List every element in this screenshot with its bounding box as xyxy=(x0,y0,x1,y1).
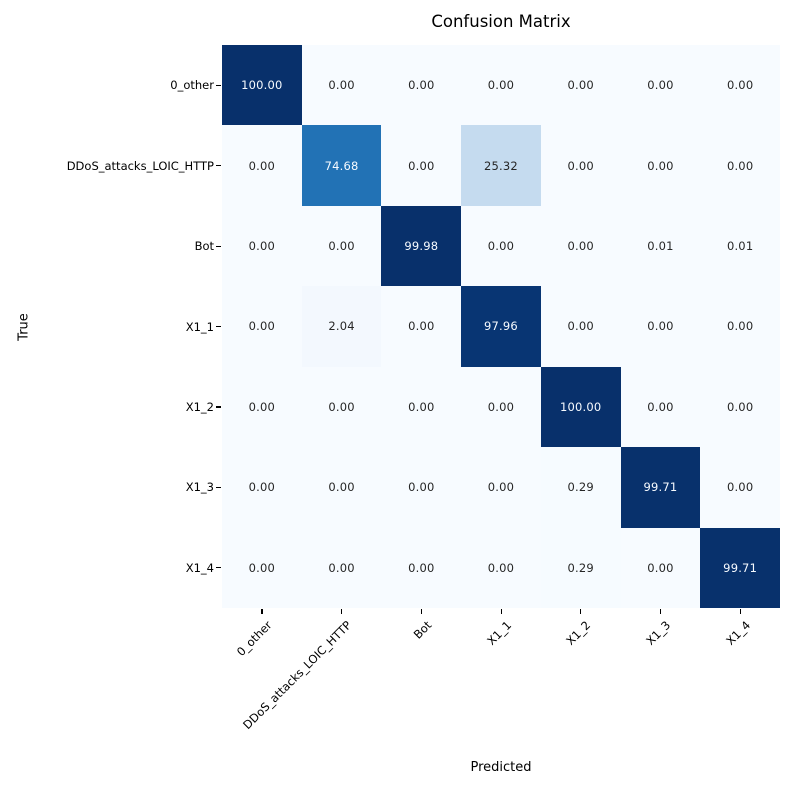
heatmap-cell: 0.00 xyxy=(540,125,621,206)
heatmap-cell: 0.00 xyxy=(461,447,541,528)
heatmap-cell: 0.00 xyxy=(620,527,701,608)
y-tick-label: X1_4 xyxy=(185,560,214,575)
x-tick-label: X1_2 xyxy=(563,618,594,648)
heatmap-cell: 0.00 xyxy=(222,447,302,528)
heatmap-cell: 0.00 xyxy=(301,205,382,287)
x-tick-label: 0_other xyxy=(233,618,275,659)
x-tick-label: X1_1 xyxy=(484,618,514,648)
x-tick-mark xyxy=(341,609,343,614)
heatmap-cell: 0.00 xyxy=(381,45,462,126)
heatmap-cell: 0.00 xyxy=(301,366,382,448)
heatmap-cell: 0.00 xyxy=(461,366,541,448)
heatmap-cell: 0.00 xyxy=(222,366,302,448)
heatmap-cell: 99.71 xyxy=(700,527,780,608)
heatmap-cell: 0.29 xyxy=(540,527,621,608)
heatmap-cell: 0.00 xyxy=(301,447,382,528)
heatmap-cell: 0.00 xyxy=(381,286,462,367)
heatmap-cell: 0.00 xyxy=(461,45,541,126)
y-tick-label: X1_2 xyxy=(185,399,214,414)
x-tick-label: X1_3 xyxy=(643,618,674,648)
heatmap-cell: 0.00 xyxy=(540,286,621,367)
x-tick-label: Bot xyxy=(410,618,435,642)
heatmap-cell: 0.00 xyxy=(700,286,780,367)
heatmap-cell: 0.00 xyxy=(381,125,462,206)
y-tick-label: DDoS_attacks_LOIC_HTTP xyxy=(66,158,214,173)
y-tick-label: X1_1 xyxy=(185,319,214,334)
heatmap-cell: 0.00 xyxy=(620,45,701,126)
heatmap-cell: 0.00 xyxy=(381,366,462,448)
heatmap-cell: 25.32 xyxy=(461,125,541,206)
y-tick-mark xyxy=(216,486,221,489)
y-tick-label: 0_other xyxy=(170,78,214,93)
heatmap-grid: 100.00 0.00 0.00 0.00 0.00 0.00 0.00 0.00 74.68 0… xyxy=(222,45,780,608)
heatmap-cell: 0.00 xyxy=(700,125,780,206)
heatmap-cell: 0.00 xyxy=(222,205,302,287)
heatmap-cell: 0.00 xyxy=(620,286,701,367)
heatmap-cell: 0.00 xyxy=(301,45,382,126)
heatmap-cell: 2.04 xyxy=(301,286,382,367)
x-tick-mark xyxy=(739,609,741,614)
heatmap-cell: 99.98 xyxy=(381,205,462,287)
y-tick-mark xyxy=(216,245,221,247)
x-tick-mark xyxy=(659,609,662,614)
y-tick-mark xyxy=(216,406,221,408)
heatmap-cell: 0.00 xyxy=(700,447,780,528)
y-tick-label: Bot xyxy=(194,239,214,254)
heatmap-cell: 100.00 xyxy=(222,45,302,126)
heatmap-cell: 0.01 xyxy=(700,205,780,287)
heatmap-cell: 0.00 xyxy=(301,527,382,608)
heatmap-cell: 0.00 xyxy=(461,205,541,287)
x-tick-mark xyxy=(261,609,263,614)
heatmap-cell: 0.00 xyxy=(461,527,541,608)
heatmap-cell: 74.68 xyxy=(301,125,382,206)
heatmap-cell: 100.00 xyxy=(540,366,621,448)
heatmap-cell: 99.71 xyxy=(620,447,701,528)
heatmap-cell: 0.01 xyxy=(620,205,701,287)
x-tick-mark xyxy=(500,609,502,614)
heatmap-cell: 0.00 xyxy=(620,125,701,206)
heatmap-cell: 0.00 xyxy=(381,527,462,608)
heatmap-cell: 0.00 xyxy=(700,45,780,126)
heatmap-cell: 0.00 xyxy=(620,366,701,448)
y-tick-label: X1_3 xyxy=(185,480,214,495)
y-tick-mark xyxy=(216,165,221,167)
chart-title: Confusion Matrix xyxy=(431,12,571,31)
x-tick-label: X1_4 xyxy=(723,618,754,648)
y-tick-mark xyxy=(216,326,221,328)
heatmap-cell: 0.00 xyxy=(222,286,302,367)
x-axis-label: Predicted xyxy=(470,760,532,775)
heatmap-cell: 97.96 xyxy=(461,286,541,367)
y-tick-mark xyxy=(216,84,221,86)
heatmap-cell: 0.00 xyxy=(700,366,780,448)
heatmap-cell: 0.00 xyxy=(222,527,302,608)
heatmap-cell: 0.00 xyxy=(222,125,302,206)
x-tick-mark xyxy=(420,609,422,614)
x-tick-mark xyxy=(580,609,582,614)
y-axis-label: True xyxy=(16,313,32,341)
heatmap-cell: 0.00 xyxy=(540,205,621,287)
heatmap-cell: 0.00 xyxy=(540,45,621,126)
y-tick-mark xyxy=(216,567,221,569)
heatmap-cell: 0.00 xyxy=(381,447,462,528)
heatmap-cell: 0.29 xyxy=(540,447,621,528)
